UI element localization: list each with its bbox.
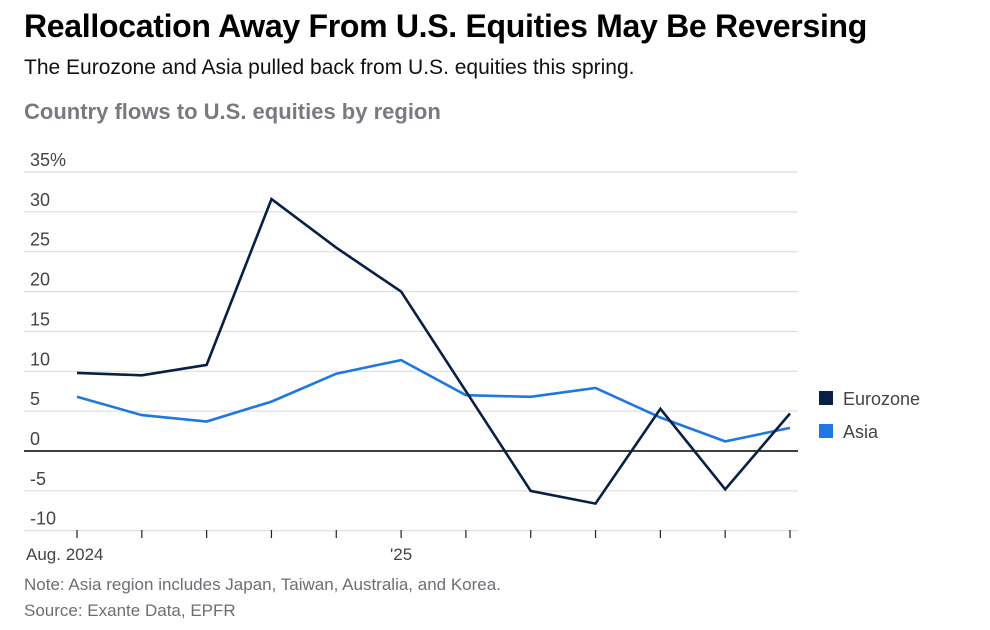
legend-swatch [819,391,833,405]
line-chart: 35% 30 25 20 15 10 5 0 -5 -10 Aug. 2024 '25 Eurozo… [24,150,920,564]
y-tick-label: -10 [30,509,56,529]
series-line-eurozone [76,197,791,506]
y-tick-label: 10 [30,349,50,369]
series-lines [76,197,791,506]
chart-source: Source: Exante Data, EPFR [24,601,236,620]
x-tick-label: Aug. 2024 [26,545,104,564]
y-tick-label: 25 [30,230,50,250]
y-axis-ticks: 35% 30 25 20 15 10 5 0 -5 -10 [30,150,66,529]
y-tick-label: 15 [30,309,50,329]
series-line-asia [76,358,791,443]
y-tick-label: 20 [30,270,50,290]
x-axis-ticks: Aug. 2024 '25 [26,530,791,564]
legend-swatch [819,424,833,438]
chart-title-heading: Reallocation Away From U.S. Equities May… [24,8,868,44]
legend-label: Asia [843,422,879,442]
y-tick-label: 0 [30,429,40,449]
legend-label: Eurozone [843,389,920,409]
y-tick-label: 35% [30,150,66,170]
chart-subtitle: The Eurozone and Asia pulled back from U… [24,56,635,79]
y-tick-label: 5 [30,389,40,409]
legend: Eurozone Asia [819,389,920,442]
y-tick-label: 30 [30,190,50,210]
chart-panel-title: Country flows to U.S. equities by region [24,99,441,124]
gridlines [24,171,798,532]
chart-note: Note: Asia region includes Japan, Taiwan… [24,575,501,594]
x-tick-label: '25 [390,545,412,564]
y-tick-label: -5 [30,469,46,489]
